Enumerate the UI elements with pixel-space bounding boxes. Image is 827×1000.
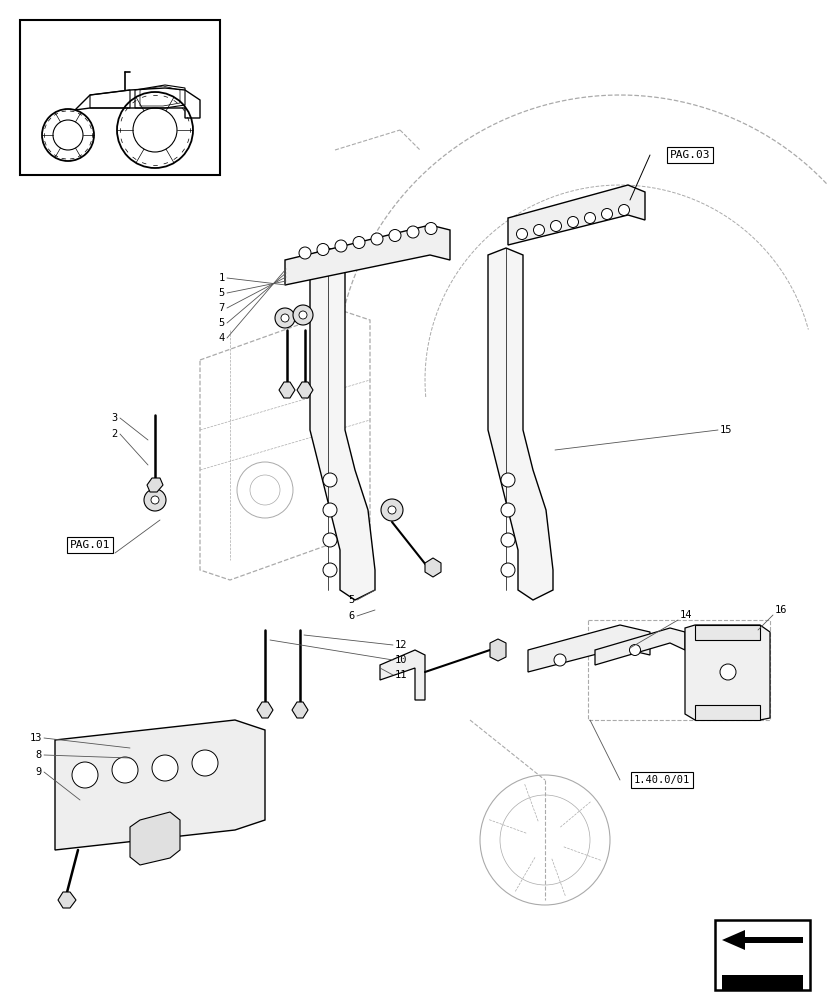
Circle shape — [380, 499, 403, 521]
Polygon shape — [58, 892, 76, 908]
Text: 8: 8 — [36, 750, 42, 760]
Circle shape — [388, 506, 395, 514]
Polygon shape — [256, 702, 273, 718]
Circle shape — [584, 213, 595, 224]
Circle shape — [293, 305, 313, 325]
Circle shape — [500, 503, 514, 517]
Circle shape — [72, 762, 98, 788]
Circle shape — [112, 757, 138, 783]
Text: 1.40.0/01: 1.40.0/01 — [633, 775, 689, 785]
Circle shape — [550, 221, 561, 232]
Text: 12: 12 — [394, 640, 407, 650]
Polygon shape — [424, 558, 441, 577]
Text: 14: 14 — [679, 610, 691, 620]
Circle shape — [370, 233, 383, 245]
Polygon shape — [147, 478, 163, 492]
Circle shape — [317, 243, 328, 255]
Polygon shape — [721, 930, 802, 950]
Polygon shape — [595, 628, 684, 665]
Text: 16: 16 — [774, 605, 786, 615]
Circle shape — [144, 489, 165, 511]
Polygon shape — [721, 975, 802, 990]
Polygon shape — [528, 625, 649, 672]
Text: 4: 4 — [218, 333, 225, 343]
Polygon shape — [487, 248, 552, 600]
Polygon shape — [279, 382, 294, 398]
Circle shape — [151, 496, 159, 504]
Text: 15: 15 — [719, 425, 732, 435]
Polygon shape — [694, 625, 759, 640]
Circle shape — [618, 205, 629, 216]
Polygon shape — [20, 20, 220, 175]
Polygon shape — [309, 248, 375, 600]
Polygon shape — [297, 382, 313, 398]
Circle shape — [152, 755, 178, 781]
Circle shape — [299, 247, 311, 259]
Circle shape — [533, 225, 544, 235]
Text: 5: 5 — [218, 318, 225, 328]
Polygon shape — [130, 812, 179, 865]
Text: 13: 13 — [30, 733, 42, 743]
Circle shape — [280, 314, 289, 322]
Text: PAG.01: PAG.01 — [69, 540, 110, 550]
Circle shape — [516, 229, 527, 239]
Circle shape — [299, 311, 307, 319]
Circle shape — [323, 503, 337, 517]
Text: 10: 10 — [394, 655, 407, 665]
Circle shape — [389, 230, 400, 241]
Circle shape — [335, 240, 347, 252]
Circle shape — [500, 473, 514, 487]
Text: 1: 1 — [218, 273, 225, 283]
Circle shape — [600, 209, 612, 220]
Circle shape — [323, 533, 337, 547]
Circle shape — [352, 236, 365, 248]
Polygon shape — [729, 945, 802, 975]
Circle shape — [553, 654, 566, 666]
Polygon shape — [380, 650, 424, 700]
Circle shape — [323, 563, 337, 577]
Polygon shape — [292, 702, 308, 718]
Text: 9: 9 — [36, 767, 42, 777]
Circle shape — [275, 308, 294, 328]
Text: 3: 3 — [112, 413, 118, 423]
Text: PAG.03: PAG.03 — [669, 150, 710, 160]
Text: 7: 7 — [218, 303, 225, 313]
Polygon shape — [55, 720, 265, 850]
Polygon shape — [684, 625, 769, 720]
Text: 2: 2 — [112, 429, 118, 439]
Circle shape — [566, 217, 578, 228]
Circle shape — [323, 473, 337, 487]
Circle shape — [500, 533, 514, 547]
Text: 6: 6 — [348, 611, 355, 621]
Circle shape — [192, 750, 218, 776]
Polygon shape — [715, 920, 809, 990]
Polygon shape — [508, 185, 644, 245]
Circle shape — [719, 664, 735, 680]
Polygon shape — [694, 705, 759, 720]
Text: 5: 5 — [218, 288, 225, 298]
Text: 11: 11 — [394, 670, 407, 680]
Circle shape — [407, 226, 418, 238]
Circle shape — [629, 645, 640, 656]
Text: 5: 5 — [348, 595, 355, 605]
Polygon shape — [284, 225, 449, 285]
Circle shape — [424, 223, 437, 234]
Polygon shape — [490, 639, 505, 661]
Circle shape — [500, 563, 514, 577]
